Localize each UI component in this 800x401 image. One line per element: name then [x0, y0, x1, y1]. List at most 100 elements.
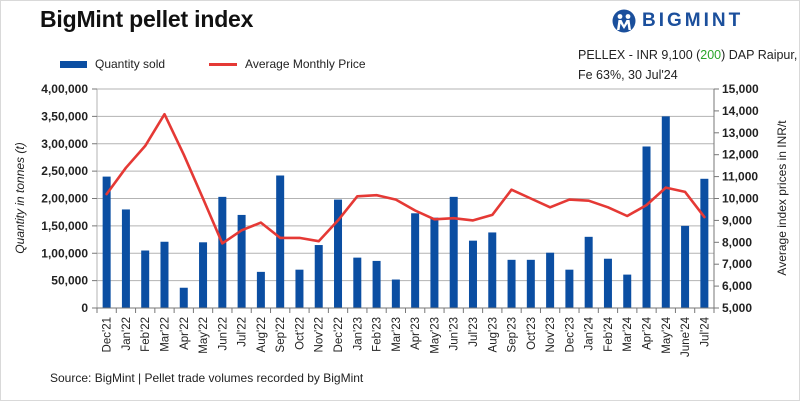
right-tick-label: 9,000 [722, 213, 752, 227]
bar-quantity [468, 240, 477, 308]
x-tick-label: Sep'22 [275, 317, 287, 352]
price-line-path [105, 112, 706, 245]
bar-quantity [218, 196, 227, 308]
bar-quantity [276, 175, 285, 308]
bar-quantity [565, 269, 574, 308]
pellex-line-1: PELLEX - INR 9,100 (200) DAP Raipur, [578, 45, 797, 65]
bar-quantity [314, 245, 323, 308]
left-tick-label: 1,50,000 [41, 219, 88, 233]
x-tick-label: Jan'22 [121, 317, 133, 351]
x-tick-label: Feb'22 [140, 317, 152, 352]
x-tick-label: June'24 [680, 316, 692, 357]
right-axis-ticks: 5,000 6,000 7,000 8,000 9,000 10,000 11,000 12,… [714, 82, 759, 315]
x-tick-label: Dec'22 [333, 317, 345, 352]
x-tick-label: Oct'22 [294, 317, 306, 350]
gridlines [97, 88, 714, 282]
bar-quantity [661, 116, 670, 308]
bigmint-logo: BIGMINT [612, 9, 743, 33]
price-line [105, 112, 706, 245]
x-tick-label: Jun'22 [217, 317, 229, 351]
bar-quantity [642, 146, 651, 308]
legend-item-quantity: Quantity sold [60, 57, 165, 71]
right-axis-title: Average index prices in INR/t [775, 120, 789, 276]
x-tick-label: Feb'23 [372, 317, 384, 352]
x-tick-label: May'22 [198, 317, 210, 354]
legend-line-label: Average Monthly Price [245, 57, 366, 71]
pellex-info: PELLEX - INR 9,100 (200) DAP Raipur, Fe … [578, 45, 797, 85]
bar-quantity [334, 199, 343, 308]
bar-quantity [681, 225, 690, 308]
legend-line-swatch [209, 62, 238, 66]
left-tick-label: 0 [81, 301, 88, 315]
x-tick-label: Nov'23 [545, 317, 557, 352]
bar-quantity [546, 252, 555, 308]
bar-quantity [199, 242, 208, 308]
x-tick-label: Jul'23 [468, 317, 480, 347]
right-tick-label: 7,000 [722, 257, 752, 271]
source-note: Source: BigMint | Pellet trade volumes r… [50, 371, 364, 385]
left-tick-label: 1,00,000 [41, 246, 88, 260]
x-tick-label: Dec'23 [564, 317, 576, 352]
right-tick-label: 8,000 [722, 235, 752, 249]
left-tick-label: 3,50,000 [41, 109, 88, 123]
bar-quantity [237, 214, 246, 308]
bar-quantity [623, 274, 632, 308]
x-tick-label: Nov'22 [314, 317, 326, 352]
left-tick-label: 50,000 [51, 274, 88, 288]
x-tick-label: Apr'23 [410, 317, 422, 350]
right-tick-label: 13,000 [722, 126, 759, 140]
legend-bar-label: Quantity sold [95, 57, 166, 71]
bar-quantity [526, 259, 535, 308]
x-tick-label: Feb'24 [603, 316, 615, 351]
x-tick-label: Aug'23 [487, 317, 499, 352]
x-tick-label: Jun'23 [449, 317, 461, 351]
bar-quantity [700, 178, 709, 308]
legend-item-price: Average Monthly Price [209, 57, 366, 71]
pellex-change: 200 [700, 48, 722, 62]
pellex-suffix: ) DAP Raipur, [721, 48, 798, 62]
legend-bar-swatch [60, 60, 87, 68]
bar-quantity [449, 196, 458, 308]
bar-quantity [411, 213, 420, 308]
x-tick-label: Jul'24 [699, 316, 711, 346]
bar-quantity [507, 259, 516, 308]
bar-quantity [430, 217, 439, 308]
x-axis-ticks: Dec'21 Jan'22 Feb'22 Mar'22 Apr'22 May'22 Jun'… [96, 308, 715, 357]
x-tick-label: Mar'24 [622, 316, 634, 351]
right-tick-label: 10,000 [722, 192, 759, 206]
bar-quantity [488, 232, 497, 308]
x-tick-label: Mar'23 [391, 317, 403, 352]
bar-quantity [160, 241, 169, 308]
left-tick-label: 2,50,000 [41, 164, 88, 178]
pellex-line-2: Fe 63%, 30 Jul'24 [578, 68, 678, 82]
bar-quantity [102, 176, 111, 308]
x-tick-label: Jan'23 [352, 317, 364, 351]
bigmint-logo-icon [612, 9, 636, 33]
x-tick-label: Apr'22 [179, 317, 191, 350]
logo-text: BIGMINT [642, 10, 744, 31]
left-tick-label: 3,00,000 [41, 137, 88, 151]
x-tick-label: Oct'23 [526, 317, 538, 350]
right-tick-label: 15,000 [722, 82, 759, 96]
bar-quantity [353, 257, 362, 308]
bar-quantity [391, 279, 400, 308]
left-axis-title: Quantity in tonnes (t) [13, 142, 27, 253]
x-tick-label: Jan'24 [584, 316, 596, 350]
chart-title: BigMint pellet index [40, 6, 254, 32]
bar-quantity [141, 250, 150, 308]
pellex-prefix: PELLEX - INR 9,100 ( [578, 48, 701, 62]
right-tick-label: 5,000 [722, 301, 752, 315]
x-tick-label: Aug'22 [256, 317, 268, 352]
right-tick-label: 6,000 [722, 279, 752, 293]
x-tick-label: Sep'23 [507, 317, 519, 352]
bar-quantity [603, 258, 612, 308]
right-tick-label: 14,000 [722, 104, 759, 118]
x-tick-label: May'24 [661, 316, 673, 353]
legend: Quantity sold Average Monthly Price [60, 57, 410, 71]
left-tick-label: 2,00,000 [41, 192, 88, 206]
left-tick-label: 4,00,000 [41, 82, 88, 96]
left-axis-ticks: 0 50,000 1,00,000 1,50,000 2,00,000 2,50,000 3… [41, 82, 97, 315]
bars [102, 116, 709, 308]
x-tick-label: May'23 [429, 317, 441, 354]
bar-quantity [372, 260, 381, 308]
